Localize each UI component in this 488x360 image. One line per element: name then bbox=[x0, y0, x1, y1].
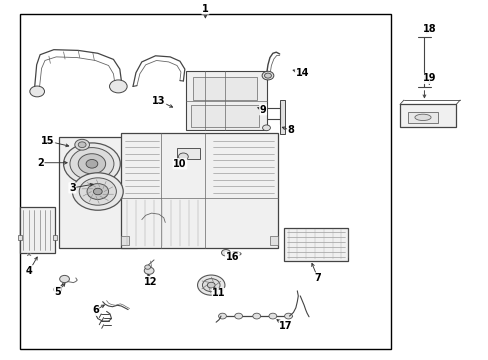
Circle shape bbox=[268, 313, 276, 319]
Text: 4: 4 bbox=[26, 266, 33, 276]
Bar bbox=[399, 104, 455, 127]
Text: 18: 18 bbox=[422, 24, 435, 34]
Bar bbox=[121, 236, 128, 245]
Bar bbox=[59, 137, 137, 248]
Ellipse shape bbox=[230, 252, 241, 256]
Text: 17: 17 bbox=[279, 321, 292, 331]
Bar bbox=[193, 77, 256, 100]
Circle shape bbox=[72, 173, 123, 210]
Circle shape bbox=[234, 313, 242, 319]
Text: 19: 19 bbox=[422, 73, 435, 84]
Circle shape bbox=[221, 249, 230, 256]
Circle shape bbox=[54, 287, 61, 292]
Circle shape bbox=[262, 125, 270, 131]
Text: 2: 2 bbox=[37, 158, 44, 168]
Text: 7: 7 bbox=[314, 273, 321, 283]
Circle shape bbox=[60, 275, 69, 283]
Text: 8: 8 bbox=[287, 125, 294, 135]
Circle shape bbox=[144, 265, 150, 269]
Bar bbox=[121, 133, 277, 248]
Circle shape bbox=[109, 80, 127, 93]
Text: 5: 5 bbox=[54, 287, 61, 297]
Circle shape bbox=[262, 71, 273, 80]
Bar bbox=[177, 148, 200, 159]
Bar bbox=[20, 207, 55, 253]
Bar bbox=[270, 236, 277, 245]
Ellipse shape bbox=[414, 114, 430, 121]
Circle shape bbox=[178, 153, 188, 160]
Circle shape bbox=[218, 313, 226, 319]
Text: 13: 13 bbox=[152, 96, 165, 106]
Bar bbox=[53, 235, 57, 240]
Circle shape bbox=[87, 184, 108, 199]
Text: 9: 9 bbox=[259, 105, 266, 115]
Circle shape bbox=[197, 275, 224, 295]
Circle shape bbox=[63, 143, 120, 185]
Bar bbox=[20, 14, 390, 349]
Circle shape bbox=[284, 313, 292, 319]
Circle shape bbox=[78, 142, 86, 148]
Bar bbox=[283, 228, 347, 261]
Text: 11: 11 bbox=[212, 288, 225, 298]
Circle shape bbox=[93, 188, 102, 195]
Circle shape bbox=[70, 148, 114, 180]
Text: 14: 14 bbox=[295, 68, 308, 78]
Circle shape bbox=[207, 282, 215, 288]
Bar bbox=[190, 105, 259, 127]
Text: 1: 1 bbox=[202, 4, 208, 14]
Bar bbox=[185, 71, 266, 130]
Bar bbox=[279, 100, 284, 134]
Text: 3: 3 bbox=[69, 183, 76, 193]
Bar bbox=[18, 235, 21, 240]
Circle shape bbox=[144, 267, 154, 274]
Text: 6: 6 bbox=[92, 305, 99, 315]
Circle shape bbox=[75, 139, 89, 150]
Circle shape bbox=[86, 159, 98, 168]
Text: 10: 10 bbox=[173, 159, 186, 169]
Circle shape bbox=[78, 154, 105, 174]
Circle shape bbox=[30, 86, 44, 97]
Circle shape bbox=[202, 279, 220, 292]
Circle shape bbox=[252, 313, 260, 319]
Circle shape bbox=[79, 178, 116, 205]
Bar bbox=[407, 112, 437, 123]
Text: 15: 15 bbox=[41, 136, 55, 146]
Text: 12: 12 bbox=[143, 276, 157, 287]
Text: 16: 16 bbox=[225, 252, 239, 262]
Circle shape bbox=[264, 73, 271, 78]
